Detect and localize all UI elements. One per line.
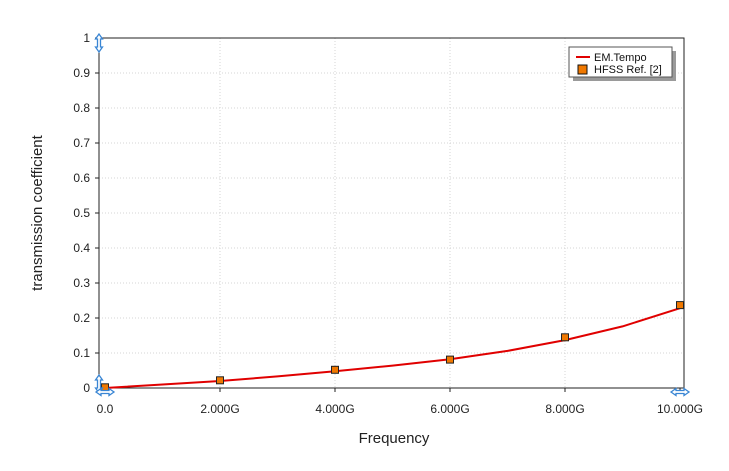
data-point-hfss-ref [561,333,569,342]
marker-layer [101,301,684,392]
y-axis-top-handle[interactable] [94,32,104,54]
data-point-hfss-ref [331,365,339,374]
x-tick-label: 8.000G [545,402,584,416]
legend-swatch-hfss-ref [577,64,588,75]
x-tick-label: 2.000G [200,402,239,416]
x-tick-label: 6.000G [430,402,469,416]
x-tick-label: 0.0 [97,402,114,416]
y-tick-label: 0.2 [73,311,90,325]
data-point-hfss-ref [676,301,684,310]
x-tick-label: 4.000G [315,402,354,416]
legend-label-hfss-ref: HFSS Ref. [2] [594,64,662,76]
x-axis-title: Frequency [359,430,430,447]
x-axis-right-handle[interactable] [669,387,691,397]
data-point-hfss-ref [216,376,224,385]
y-tick-label: 0.6 [73,171,90,185]
y-tick-label: 0.9 [73,66,90,80]
y-tick-label: 0.8 [73,101,90,115]
legend-label-em-tempo: EM.Tempo [594,52,647,64]
x-tick-labels: 0.0 2.000G 4.000G 6.000G 8.000G 10.000G [97,402,703,416]
y-tick-label: 0.4 [73,241,90,255]
y-tick-label: 0 [83,381,90,395]
y-tick-label: 0.3 [73,276,90,290]
y-tick-label: 0.5 [73,206,90,220]
y-tick-label: 1 [83,31,90,45]
y-tick-label: 0.1 [73,346,90,360]
y-axis-title: transmission coefficient [29,134,46,290]
x-tick-label: 10.000G [657,402,703,416]
y-tick-label: 0.7 [73,136,90,150]
data-point-hfss-ref [101,383,109,392]
series-line-em-tempo [104,307,681,389]
data-point-hfss-ref [446,355,454,364]
series-layer [104,307,681,389]
y-tick-labels: 0 0.1 0.2 0.3 0.4 0.5 0.6 0.7 0.8 0.9 1 [73,31,90,395]
plot-frame [98,37,685,389]
x-axis-left-handle[interactable] [94,387,116,397]
grid [95,37,684,392]
legend: EM.Tempo HFSS Ref. [2] [568,46,676,81]
